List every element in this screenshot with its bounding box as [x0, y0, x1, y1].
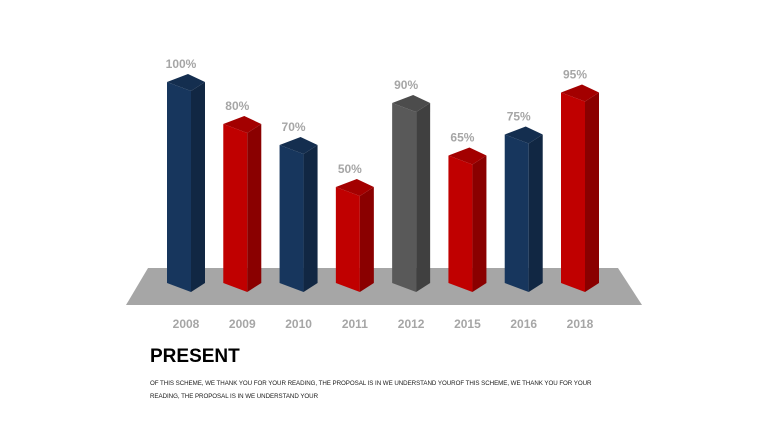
- x-tick-2008: 2008: [173, 317, 200, 331]
- bar-side-2018: [585, 92, 599, 292]
- bar-2011: [335, 179, 374, 292]
- bar-side-2008: [191, 82, 205, 292]
- bar-top-2018: [561, 84, 599, 102]
- x-tick-2018: 2018: [567, 317, 594, 331]
- bar-side-2010: [303, 145, 318, 292]
- bar-2008: [167, 74, 205, 292]
- bar-2018: [561, 84, 599, 292]
- value-label-2018: 95%: [563, 68, 587, 82]
- bar-top-2015: [448, 147, 487, 165]
- bar-side-2011: [359, 187, 374, 292]
- x-axis-ticks: 2008 2009 2010 2011 2012 2015 2016 2018: [173, 317, 594, 331]
- bar-2009: [223, 116, 262, 292]
- bar-2015: [448, 147, 487, 292]
- value-label-2016: 75%: [507, 110, 531, 124]
- bar-top-2012: [392, 95, 431, 112]
- bar-front-2016: [504, 134, 529, 292]
- x-tick-2009: 2009: [229, 317, 256, 331]
- caption-body: OF THIS SCHEME, WE THANK YOU FOR YOUR RE…: [150, 380, 592, 400]
- bar-front-2008: [167, 82, 191, 292]
- bar-side-2015: [472, 155, 487, 292]
- bar-2012: [392, 95, 431, 292]
- bar-top-2010: [279, 137, 318, 154]
- bar-side-2016: [528, 134, 543, 292]
- bar-front-2009: [223, 124, 248, 292]
- bar-top-2008: [167, 74, 205, 91]
- caption-title: PRESENT: [150, 346, 240, 367]
- bar-top-2009: [223, 116, 262, 133]
- value-label-2009: 80%: [225, 99, 249, 113]
- bars-layer: [167, 74, 599, 292]
- bar-front-2010: [279, 145, 304, 292]
- bar-front-2015: [448, 155, 473, 292]
- value-label-2012: 90%: [394, 78, 418, 92]
- value-label-2011: 50%: [338, 162, 362, 176]
- x-tick-2012: 2012: [398, 317, 425, 331]
- bar-front-2011: [335, 187, 360, 292]
- bar-side-2012: [416, 103, 431, 292]
- x-tick-2015: 2015: [454, 317, 481, 331]
- value-label-2008: 100%: [166, 57, 197, 71]
- x-tick-2016: 2016: [510, 317, 537, 331]
- bar-side-2009: [247, 124, 262, 292]
- value-labels-layer: 100% 80% 70% 50% 90% 65% 75% 95%: [166, 57, 588, 176]
- x-tick-2011: 2011: [342, 317, 368, 331]
- bar-top-2011: [335, 179, 374, 196]
- bar-front-2012: [392, 103, 417, 292]
- caption-block: PRESENT OF THIS SCHEME, WE THANK YOU FOR…: [150, 346, 620, 403]
- bar-top-2016: [504, 126, 543, 144]
- x-tick-2010: 2010: [285, 317, 312, 331]
- bar-2016: [504, 126, 543, 292]
- value-label-2015: 65%: [450, 131, 474, 145]
- bar-front-2018: [561, 92, 585, 292]
- value-label-2010: 70%: [282, 120, 306, 134]
- bar-2010: [279, 137, 318, 292]
